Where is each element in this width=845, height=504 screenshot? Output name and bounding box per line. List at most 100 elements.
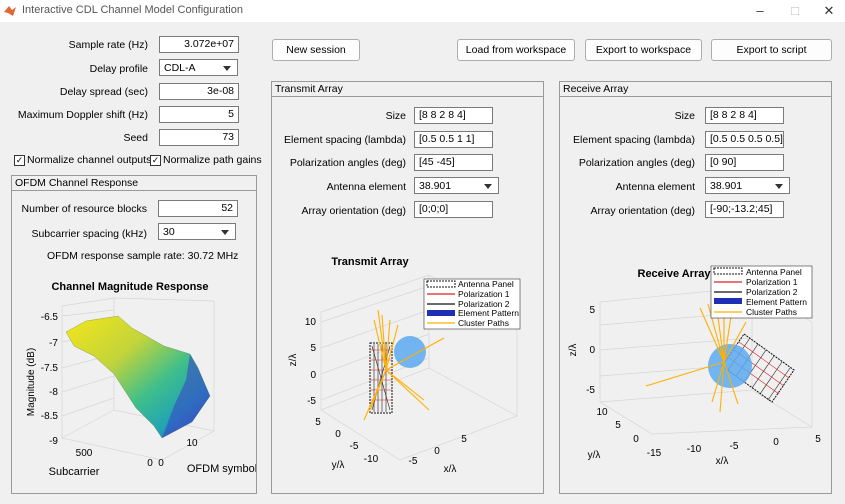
magnitude-response-plot[interactable]: Channel Magnitude Response -6.5 -7 -7.5 … <box>14 276 256 476</box>
rb-field[interactable]: 52 <box>158 200 238 217</box>
window-title: Interactive CDL Channel Model Configurat… <box>22 4 243 16</box>
tx-cluster-paths <box>363 309 445 421</box>
tx-size-field[interactable]: [8 8 2 8 4] <box>414 107 493 124</box>
svg-text:0: 0 <box>434 446 440 457</box>
rb-label: Number of resource blocks <box>21 203 147 215</box>
rx-y-ticks: 10 5 0 <box>596 407 639 445</box>
svg-text:-6.5: -6.5 <box>41 312 59 323</box>
tx-elem-label: Antenna element <box>326 181 406 193</box>
svg-text:-8: -8 <box>49 387 58 398</box>
plot-title: Channel Magnitude Response <box>51 281 208 293</box>
doppler-field[interactable]: 5 <box>159 106 239 123</box>
new-session-button[interactable]: New session <box>272 39 360 61</box>
svg-text:-5: -5 <box>586 385 595 396</box>
rx-orient-field[interactable]: [-90;-13.2;45] <box>705 201 784 218</box>
rx-elem-dropdown[interactable]: 38.901 <box>705 177 790 194</box>
svg-text:Antenna Panel: Antenna Panel <box>458 279 514 289</box>
svg-text:-10: -10 <box>364 454 379 465</box>
rx-z-ticks: 5 0 -5 <box>586 305 595 396</box>
svg-text:-8.5: -8.5 <box>41 411 59 422</box>
normalize-gains-label: Normalize path gains <box>163 154 262 166</box>
svg-text:5: 5 <box>615 420 621 431</box>
svg-text:5: 5 <box>461 434 467 445</box>
tx-spacing-label: Element spacing (lambda) <box>284 134 406 146</box>
rx-spacing-label: Element spacing (lambda) <box>573 134 695 146</box>
delay-profile-dropdown[interactable]: CDL-A <box>159 59 238 76</box>
matlab-icon <box>4 6 16 16</box>
tx-x-ticks: -5 0 5 <box>409 434 468 467</box>
normalize-outputs-checkbox[interactable]: ✓ <box>14 155 25 166</box>
z-axis-label: Magnitude (dB) <box>26 348 37 416</box>
minimize-button[interactable]: – <box>756 3 764 18</box>
svg-text:Antenna Panel: Antenna Panel <box>746 267 802 277</box>
y-axis-label: OFDM symbol <box>187 463 256 475</box>
tx-orient-field[interactable]: [0;0;0] <box>414 201 493 218</box>
x-tick-500: 500 <box>76 448 93 459</box>
export-to-script-button[interactable]: Export to script <box>711 39 832 61</box>
tx-plot-title: Transmit Array <box>331 256 409 268</box>
svg-text:-9: -9 <box>49 436 58 447</box>
ofdm-rate-text: OFDM response sample rate: 30.72 MHz <box>47 250 239 262</box>
svg-text:-10: -10 <box>687 444 702 455</box>
maximize-button[interactable]: □ <box>791 3 799 18</box>
load-from-workspace-button[interactable]: Load from workspace <box>457 39 575 61</box>
receive-array-plot[interactable]: Receive Array Antenna Panel <box>562 262 828 480</box>
svg-text:0: 0 <box>773 437 779 448</box>
tx-x-label: x/λ <box>444 464 457 475</box>
delay-profile-label: Delay profile <box>89 63 148 75</box>
rx-elem-label: Antenna element <box>615 181 695 193</box>
svg-text:Cluster Paths: Cluster Paths <box>746 307 797 317</box>
svg-text:-7: -7 <box>49 338 58 349</box>
rx-elem-value: 38.901 <box>710 180 743 192</box>
tx-y-ticks: 5 0 -5 -10 <box>315 417 378 465</box>
tx-legend: Antenna Panel Polarization 1 Polarizatio… <box>423 278 521 330</box>
rx-orient-label: Array orientation (deg) <box>590 205 695 217</box>
svg-text:Cluster Paths: Cluster Paths <box>458 318 509 328</box>
svg-text:Polarization 2: Polarization 2 <box>458 299 510 309</box>
ofdm-panel-title: OFDM Channel Response <box>15 177 139 189</box>
normalize-gains-checkbox[interactable]: ✓ <box>150 155 161 166</box>
scs-dropdown[interactable]: 30 <box>158 223 236 240</box>
sample-rate-field[interactable]: 3.072e+07 <box>159 36 239 53</box>
svg-text:5: 5 <box>315 417 321 428</box>
svg-text:-5: -5 <box>730 441 739 452</box>
tx-orient-label: Array orientation (deg) <box>301 205 406 217</box>
transmit-array-plot[interactable]: Transmit Array Antenna Panel <box>274 250 540 480</box>
delay-spread-label: Delay spread (sec) <box>59 86 148 98</box>
tx-element-pattern <box>394 336 426 368</box>
tx-elem-dropdown[interactable]: 38.901 <box>414 177 499 194</box>
svg-text:Polarization 1: Polarization 1 <box>746 277 798 287</box>
receive-array-panel: Receive Array <box>559 81 832 494</box>
export-to-workspace-button[interactable]: Export to workspace <box>585 39 702 61</box>
z-axis-ticks: -6.5 -7 -7.5 -8 -8.5 -9 <box>41 312 59 447</box>
scs-label: Subcarrier spacing (kHz) <box>31 228 147 240</box>
rx-x-ticks: -15 -10 -5 0 5 <box>647 434 821 459</box>
svg-text:Element Pattern: Element Pattern <box>458 308 519 318</box>
delay-spread-field[interactable]: 3e-08 <box>159 83 239 100</box>
chevron-down-icon <box>484 184 492 189</box>
rx-pol-field[interactable]: [0 90] <box>705 154 784 171</box>
chevron-down-icon <box>221 230 229 235</box>
tx-z-ticks: 10 5 0 -5 <box>305 317 317 407</box>
rx-y-label: y/λ <box>588 450 601 461</box>
scs-value: 30 <box>163 226 175 238</box>
svg-text:0: 0 <box>633 434 639 445</box>
tx-elem-value: 38.901 <box>419 180 452 192</box>
sample-rate-label: Sample rate (Hz) <box>68 39 148 51</box>
delay-profile-value: CDL-A <box>164 62 196 74</box>
rx-spacing-field[interactable]: [0.5 0.5 0.5 0.5] <box>705 131 784 148</box>
seed-field[interactable]: 73 <box>159 129 239 146</box>
rx-size-field[interactable]: [8 8 2 8 4] <box>705 107 784 124</box>
tx-spacing-field[interactable]: [0.5 0.5 1 1] <box>414 131 493 148</box>
transmit-panel-title: Transmit Array <box>275 83 343 95</box>
svg-text:-5: -5 <box>409 456 418 467</box>
tx-z-label: z/λ <box>288 354 299 367</box>
title-bar: Interactive CDL Channel Model Configurat… <box>0 0 845 22</box>
svg-text:5: 5 <box>589 305 595 316</box>
tx-pol-field[interactable]: [45 -45] <box>414 154 493 171</box>
svg-text:-5: -5 <box>350 441 359 452</box>
svg-text:10: 10 <box>305 317 317 328</box>
close-button[interactable]: ✕ <box>823 3 835 18</box>
svg-text:-7.5: -7.5 <box>41 363 59 374</box>
tx-pol-label: Polarization angles (deg) <box>289 157 406 169</box>
